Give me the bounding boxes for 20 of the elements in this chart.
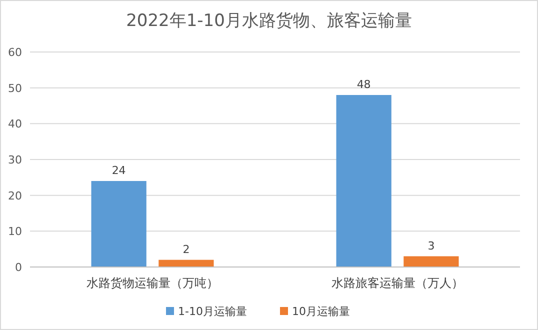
y-tick-label: 0 — [15, 261, 22, 274]
data-label: 3 — [428, 239, 435, 252]
x-tick-label: 水路货物运输量（万吨） — [86, 276, 218, 290]
y-tick-label: 10 — [8, 225, 22, 238]
y-tick-label: 60 — [8, 46, 22, 59]
bar — [336, 95, 392, 267]
bar — [91, 181, 146, 267]
legend-label: 10月运输量 — [292, 305, 350, 318]
data-label: 48 — [356, 78, 371, 91]
x-tick-label: 水路旅客运输量（万人） — [332, 276, 464, 290]
legend-label: 1-10月运输量 — [178, 305, 247, 318]
chart-title: 2022年1-10月水路货物、旅客运输量 — [126, 11, 412, 31]
data-label: 2 — [182, 242, 190, 256]
data-label: 24 — [112, 164, 126, 177]
y-tick-label: 50 — [8, 82, 22, 95]
y-tick-label: 40 — [8, 118, 22, 131]
bar — [158, 260, 214, 267]
y-tick-label: 20 — [8, 189, 22, 202]
y-tick-label: 30 — [8, 154, 22, 166]
bar — [404, 256, 459, 267]
